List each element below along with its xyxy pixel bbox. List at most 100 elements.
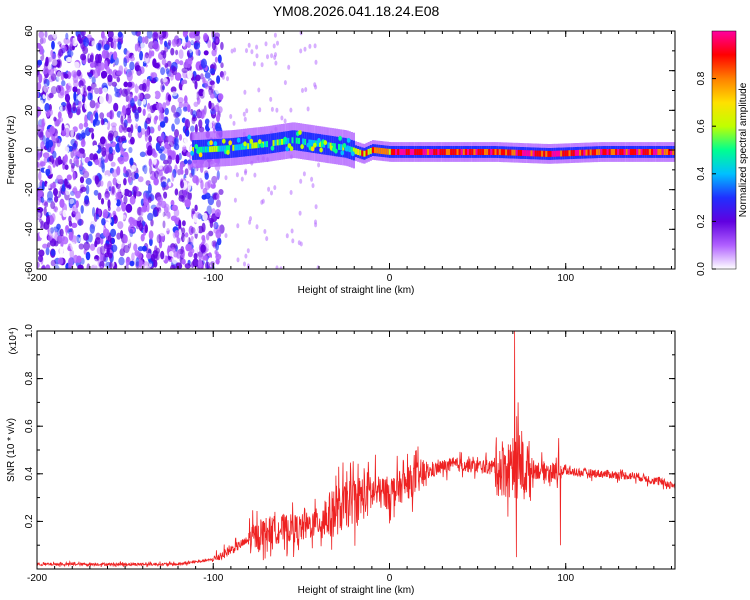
heatmap-noise-cell [77, 153, 84, 159]
heatmap-noise-cell [185, 58, 192, 69]
heatmap-noise-cell [274, 60, 278, 66]
heatmap-noise-cell [215, 242, 220, 251]
heatmap-noise-cell [66, 174, 72, 181]
heatmap-noise-cell [139, 151, 146, 158]
heatmap-band-cell [363, 150, 366, 157]
heatmap-band-cell [471, 149, 474, 155]
heatmap-noise-cell [200, 244, 206, 253]
heatmap-noise-cell [120, 110, 125, 117]
heatmap-noise-cell [167, 94, 172, 103]
heatmap-noise-cell [257, 87, 261, 93]
heatmap-noise-cell [117, 136, 124, 143]
heatmap-noise-cell [107, 31, 114, 39]
heatmap-noise-cell [129, 56, 135, 62]
heatmap-noise-cell [298, 210, 302, 216]
heatmap-band-cell [249, 138, 254, 144]
heatmap-noise-cell [37, 233, 41, 242]
heatmap-noise-cell [201, 194, 207, 200]
heatmap-noise-cell [216, 175, 219, 181]
heatmap-band-cell [280, 138, 284, 145]
heatmap-noise-cell [89, 224, 96, 234]
heatmap-band-cell [260, 142, 264, 148]
heatmap-band-cell [258, 139, 262, 145]
heatmap-noise-cell [188, 225, 194, 236]
heatmap-noise-cell [152, 152, 158, 158]
heatmap-band-cell [450, 149, 453, 155]
heatmap-noise-cell [68, 231, 74, 241]
heatmap-noise-cell [139, 50, 144, 61]
heatmap-band-cell [562, 150, 565, 157]
heatmap-noise-cell [214, 209, 221, 218]
heatmap-noise-cell [38, 31, 45, 39]
heatmap-noise-cell [83, 84, 87, 93]
heatmap-noise-cell [37, 161, 40, 168]
heatmap-band-cell [340, 150, 345, 156]
heatmap-band-cell [490, 149, 493, 155]
heatmap-noise-cell [109, 261, 113, 269]
heatmap-noise-cell [131, 164, 137, 172]
heatmap-noise-cell [95, 101, 100, 109]
heatmap-noise-cell [80, 205, 84, 214]
heatmap-noise-cell [164, 141, 169, 149]
heatmap-noise-cell [137, 98, 142, 107]
heatmap-noise-cell [111, 125, 117, 133]
heatmap-band-cell [547, 151, 550, 157]
heatmap-noise-cell [48, 92, 54, 99]
snr-ytick-label: 0.6 [24, 419, 35, 433]
heatmap-noise-cell [55, 37, 62, 46]
heatmap-band-cell [390, 149, 394, 155]
heatmap-noise-cell [41, 122, 45, 132]
heatmap-noise-cell [170, 47, 175, 56]
heatmap-noise-cell [79, 164, 83, 170]
heatmap-noise-cell [235, 172, 239, 178]
heatmap-noise-cell [69, 78, 74, 84]
heatmap-band-cell [441, 149, 444, 155]
heatmap-band-cell [560, 150, 563, 157]
heatmap-band-cell [382, 148, 385, 155]
heatmap-band-cell [198, 152, 203, 158]
heatmap-noise-cell [131, 252, 135, 261]
heatmap-band-cell [378, 147, 381, 154]
heatmap-band-cell [524, 150, 527, 156]
heatmap-noise-cell [72, 102, 76, 112]
heatmap-band-cell [247, 143, 250, 150]
heatmap-noise-cell [37, 187, 43, 198]
heatmap-noise-cell [192, 213, 199, 223]
heatmap-noise-cell [123, 234, 128, 244]
heatmap-band-cell [498, 149, 501, 155]
heatmap-noise-cell [146, 252, 152, 259]
heatmap-band-cell [291, 137, 294, 144]
heatmap-noise-cell [313, 43, 317, 49]
heatmap-band-cell [399, 149, 402, 155]
heatmap-band-cell [456, 149, 459, 155]
heatmap-noise-cell [179, 60, 184, 66]
heatmap-noise-cell [115, 191, 122, 200]
heatmap-noise-cell [194, 204, 198, 212]
heatmap-band-cell [384, 148, 387, 155]
heatmap-noise-cell [133, 243, 138, 252]
heatmap-noise-cell [250, 49, 254, 55]
heatmap-noise-cell [107, 199, 111, 209]
heatmap-noise-cell [206, 205, 212, 216]
heatmap-noise-cell [267, 186, 271, 192]
heatmap-noise-cell [127, 176, 132, 184]
heatmap-noise-cell [92, 258, 98, 267]
heatmap-noise-cell [85, 184, 90, 195]
spectrogram-ylabel: Frequency (Hz) [6, 116, 17, 185]
heatmap-noise-cell [156, 234, 162, 244]
heatmap-noise-cell [102, 228, 110, 238]
heatmap-noise-cell [123, 81, 129, 88]
heatmap-noise-cell [152, 209, 158, 218]
heatmap-band-cell [640, 149, 643, 155]
heatmap-noise-cell [115, 80, 122, 90]
heatmap-noise-cell [291, 238, 295, 244]
heatmap-noise-cell [244, 253, 248, 259]
heatmap-noise-cell [37, 207, 44, 213]
heatmap-noise-cell [204, 172, 209, 180]
heatmap-noise-cell [144, 35, 149, 45]
heatmap-noise-cell [127, 131, 133, 138]
heatmap-noise-cell [106, 94, 113, 104]
heatmap-band-cell [300, 144, 304, 150]
heatmap-noise-cell [43, 78, 50, 87]
